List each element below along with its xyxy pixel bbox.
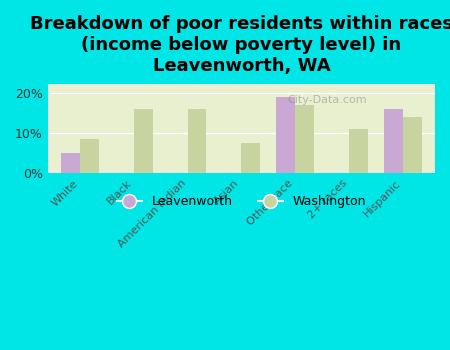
Legend: Leavenworth, Washington: Leavenworth, Washington <box>112 190 371 213</box>
Bar <box>276 97 295 173</box>
Bar <box>349 129 368 173</box>
Bar <box>384 108 403 173</box>
Bar <box>295 105 314 173</box>
Title: Breakdown of poor residents within races
(income below poverty level) in
Leavenw: Breakdown of poor residents within races… <box>30 15 450 75</box>
Bar <box>241 143 260 173</box>
Text: City-Data.com: City-Data.com <box>288 95 368 105</box>
Bar <box>403 117 422 173</box>
Bar <box>188 108 207 173</box>
Bar <box>80 139 99 173</box>
Bar <box>61 153 80 173</box>
Bar <box>134 108 153 173</box>
